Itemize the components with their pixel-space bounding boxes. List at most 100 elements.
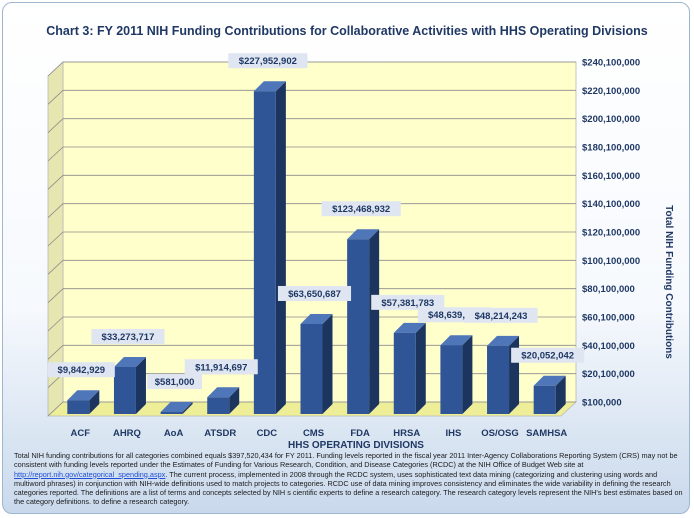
bar-side (322, 313, 333, 414)
bar-side (509, 335, 520, 414)
bar-side (555, 375, 566, 414)
data-label-text: $20,052,042 (521, 351, 574, 362)
gridline-side (47, 203, 64, 218)
data-label: $123,468,932 (321, 201, 401, 217)
bar-side (462, 335, 473, 414)
gridline-side (47, 146, 64, 162)
y-tick-label: $160,100,000 (582, 171, 640, 182)
data-label-text: $581,000 (155, 377, 195, 388)
x-tick-label: SAMHSA (526, 428, 567, 439)
bar-front (67, 400, 90, 414)
y-tick-label: $80,100,000 (582, 284, 635, 295)
y-tick-label: $100,100,000 (582, 256, 640, 267)
gridline-side (47, 345, 64, 360)
data-label: $20,052,042 (511, 347, 585, 363)
data-label-box (511, 347, 585, 363)
gridline-side (47, 175, 64, 190)
y-tick-labels: $100,000 $20,100,000 $40,100,000 $60,100,00… (582, 58, 640, 409)
gridline-side (47, 61, 64, 77)
bar (160, 402, 193, 414)
bar-top (347, 229, 380, 240)
x-tick-label: FDA (350, 428, 370, 439)
data-label: $48,214,243 (464, 307, 538, 323)
data-label-box (371, 294, 445, 310)
bar-top (67, 390, 100, 401)
x-tick-label: CMS (303, 428, 324, 439)
x-tick-labels: ACF AHRQ AoA ATSDR CDC CMS FDA HRSA IHS OS/OSG SAM… (71, 428, 568, 439)
data-label: $9,842,929 (47, 362, 115, 378)
bar-top (113, 357, 146, 368)
bar-front (300, 323, 323, 414)
data-label: $581,000 (147, 374, 202, 389)
data-label: $11,914,697 (184, 359, 258, 375)
data-label-text: $9,842,929 (58, 365, 106, 376)
bar-top (207, 387, 240, 398)
data-label-box (277, 285, 352, 301)
data-label-text: $33,273,717 (102, 332, 155, 343)
bar (393, 322, 426, 414)
bar-top (253, 81, 286, 92)
bar-front (533, 385, 556, 414)
bar-side (182, 402, 193, 414)
footnote-link[interactable]: http://report.nih.gov/categorical_spendi… (14, 469, 166, 479)
footnote-text-continued: . The current process, implemented in 20… (14, 469, 683, 507)
data-label-text: $11,914,697 (195, 362, 247, 373)
x-tick-label: HRSA (393, 428, 420, 439)
y-axis-label: Total NIH Funding Contributions (663, 205, 674, 359)
bar-top (533, 375, 566, 386)
bar-front (487, 345, 510, 414)
bar (300, 313, 333, 414)
bar (113, 357, 146, 414)
data-label-box (184, 359, 258, 375)
x-tick-label: CDC (257, 428, 278, 439)
gridline-side (47, 90, 64, 105)
bar (347, 229, 380, 414)
x-tick-label: AHRQ (113, 428, 141, 439)
data-label: $63,650,687 (277, 285, 352, 301)
bar-side (415, 322, 426, 414)
y-tick-label: $100,000 (582, 398, 622, 409)
data-label-box (91, 329, 165, 345)
data-label-box (464, 307, 538, 323)
data-label-text: $48,639,450 (428, 310, 481, 321)
bar-front (113, 367, 136, 414)
y-tick-label: $200,100,000 (582, 114, 640, 125)
x-tick-label: IHS (445, 428, 461, 439)
y-tick-label: $140,100,000 (582, 199, 640, 210)
x-tick-label: ATSDR (204, 428, 236, 439)
bar-top (160, 402, 193, 412)
x-tick-label: AoA (164, 428, 184, 439)
bar-side (89, 390, 100, 414)
gridline-side (47, 118, 64, 133)
data-label-text: $57,381,783 (381, 298, 434, 309)
y-tick-label: $60,100,000 (582, 313, 635, 324)
bar-top (440, 335, 473, 346)
x-tick-label: OS/OSG (481, 428, 518, 439)
data-labels: $9,842,929 $33,273,717 $581,000$11,914,697… (47, 53, 585, 389)
bar (207, 387, 240, 414)
bar-side (135, 357, 146, 414)
footnote: Total NIH funding contributions for all … (14, 451, 684, 507)
bar-top (487, 335, 520, 346)
bar-top (393, 322, 426, 333)
bar-front (347, 239, 370, 414)
gridline-side (47, 401, 64, 417)
data-label: $227,952,902 (228, 53, 308, 69)
footnote-text: Total NIH funding contributions for all … (14, 451, 678, 470)
gridline-side (47, 231, 64, 247)
data-label-text: $123,468,932 (332, 204, 390, 215)
data-label-text: $48,214,243 (475, 311, 528, 322)
bar-front (393, 332, 416, 414)
bar-side (369, 229, 380, 414)
bar-side (275, 81, 286, 415)
bar (253, 81, 286, 415)
chart-title: Chart 3: FY 2011 NIH Funding Contributio… (46, 24, 648, 38)
y-tick-label: $240,100,000 (582, 58, 640, 69)
data-label-box (147, 374, 202, 389)
bar-front (207, 397, 230, 414)
bar-front (253, 91, 276, 415)
data-label-box (47, 362, 115, 378)
y-tick-label: $220,100,000 (582, 86, 640, 97)
gridline-side (47, 260, 64, 275)
y-tick-label: $180,100,000 (582, 143, 640, 154)
